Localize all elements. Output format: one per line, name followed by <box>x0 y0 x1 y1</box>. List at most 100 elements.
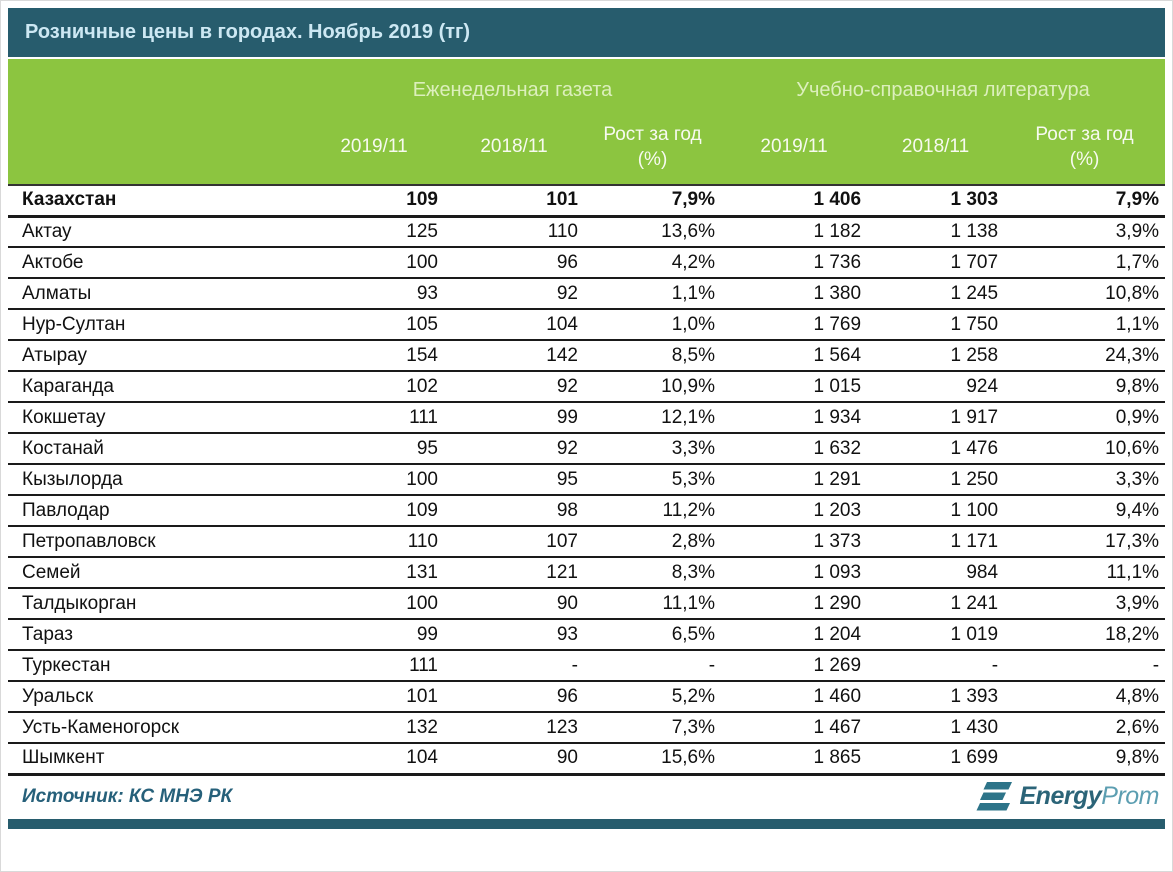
newspaper-growth-value-cell: 12,1% <box>584 402 722 434</box>
literature-growth-value-cell: 1,7% <box>1004 247 1166 279</box>
newspaper-growth-value-cell: 13,6% <box>584 216 722 248</box>
literature-2018-value-cell: 1 303 <box>867 184 1005 218</box>
newspaper-2019-value-cell: 100 <box>304 247 444 279</box>
newspaper-2019-value-cell: 109 <box>304 184 444 218</box>
literature-growth-value-cell: 7,9% <box>1004 184 1166 218</box>
literature-2019-value-cell: 1 373 <box>721 526 868 558</box>
literature-growth-value-cell: 11,1% <box>1004 557 1166 589</box>
literature-2019-value-cell: 1 290 <box>721 588 868 620</box>
literature-2018-value-cell: 1 430 <box>867 712 1005 744</box>
literature-2019-value-cell: 1 203 <box>721 495 868 527</box>
newspaper-2018-value-cell: 110 <box>444 216 584 248</box>
newspaper-2019-value-cell: 101 <box>304 681 444 713</box>
energyprom-logo: EnergyProm <box>976 781 1160 812</box>
newspaper-2019-value-cell: 109 <box>304 495 444 527</box>
table-row: Актау 125 110 13,6% 1 182 1 138 3,9% <box>8 216 1166 248</box>
newspaper-2019-value-cell: 102 <box>304 371 444 403</box>
literature-2019-value-cell: 1 182 <box>721 216 868 248</box>
city-name-cell: Костанай <box>8 433 304 465</box>
literature-growth-value-cell: 9,8% <box>1004 371 1166 403</box>
literature-growth-value-cell: 10,8% <box>1004 278 1166 310</box>
newspaper-2018-value-cell: 99 <box>444 402 584 434</box>
literature-growth-value-cell: 18,2% <box>1004 619 1166 651</box>
table-row: Атырау 154 142 8,5% 1 564 1 258 24,3% <box>8 340 1166 372</box>
newspaper-2018-value-cell: 90 <box>444 588 584 620</box>
city-name-cell: Шымкент <box>8 743 304 776</box>
city-name-cell: Атырау <box>8 340 304 372</box>
literature-2019-value-cell: 1 769 <box>721 309 868 341</box>
newspaper-2019-value-cell: 131 <box>304 557 444 589</box>
newspaper-2019-value-cell: 154 <box>304 340 444 372</box>
subheader-literature-growth: Рост за год (%) <box>1004 111 1166 185</box>
newspaper-2018-value-cell: 96 <box>444 681 584 713</box>
newspaper-2019-value-cell: 111 <box>304 402 444 434</box>
newspaper-growth-value-cell: 8,3% <box>584 557 722 589</box>
newspaper-growth-value-cell: 3,3% <box>584 433 722 465</box>
table-header: Еженедельная газета Учебно-справочная ли… <box>8 59 1166 185</box>
literature-2019-value-cell: 1 406 <box>721 184 868 218</box>
newspaper-2018-value-cell: 121 <box>444 557 584 589</box>
literature-2019-value-cell: 1 467 <box>721 712 868 744</box>
energyprom-logo-text: EnergyProm <box>1019 782 1160 810</box>
table-row: Уральск 101 96 5,2% 1 460 1 393 4,8% <box>8 681 1166 713</box>
table-row: Туркестан 111 - - 1 269 - - <box>8 650 1166 682</box>
retail-prices-table: Еженедельная газета Учебно-справочная ли… <box>8 59 1166 776</box>
city-name-cell: Кызылорда <box>8 464 304 496</box>
literature-2018-value-cell: 1 241 <box>867 588 1005 620</box>
table-row: Семей 131 121 8,3% 1 093 984 11,1% <box>8 557 1166 589</box>
subheader-literature-2018-11: 2018/11 <box>867 111 1005 185</box>
table-row: Казахстан 109 101 7,9% 1 406 1 303 7,9% <box>8 184 1166 218</box>
subheader-newspaper-growth: Рост за год (%) <box>584 111 722 185</box>
newspaper-2019-value-cell: 93 <box>304 278 444 310</box>
newspaper-growth-value-cell: 2,8% <box>584 526 722 558</box>
source-label: Источник: КС МНЭ РК <box>22 785 233 807</box>
table-row: Талдыкорган 100 90 11,1% 1 290 1 241 3,9… <box>8 588 1166 620</box>
city-name-cell: Кокшетау <box>8 402 304 434</box>
literature-2019-value-cell: 1 093 <box>721 557 868 589</box>
literature-2018-value-cell: 1 138 <box>867 216 1005 248</box>
literature-growth-value-cell: 17,3% <box>1004 526 1166 558</box>
newspaper-2018-value-cell: 104 <box>444 309 584 341</box>
literature-2018-value-cell: 1 917 <box>867 402 1005 434</box>
literature-2019-value-cell: 1 269 <box>721 650 868 682</box>
literature-growth-value-cell: 9,4% <box>1004 495 1166 527</box>
literature-2018-value-cell: 1 171 <box>867 526 1005 558</box>
newspaper-2019-value-cell: 100 <box>304 464 444 496</box>
city-name-cell: Нур-Султан <box>8 309 304 341</box>
group-header-weekly-newspaper: Еженедельная газета <box>304 59 722 111</box>
literature-growth-value-cell: 9,8% <box>1004 743 1166 776</box>
literature-growth-value-cell: 2,6% <box>1004 712 1166 744</box>
literature-2018-value-cell: - <box>867 650 1005 682</box>
newspaper-2019-value-cell: 132 <box>304 712 444 744</box>
table-title: Розничные цены в городах. Ноябрь 2019 (т… <box>8 8 1165 57</box>
city-name-cell: Усть-Каменогорск <box>8 712 304 744</box>
newspaper-growth-value-cell: 11,1% <box>584 588 722 620</box>
table-row: Павлодар 109 98 11,2% 1 203 1 100 9,4% <box>8 495 1166 527</box>
table-row: Петропавловск 110 107 2,8% 1 373 1 171 1… <box>8 526 1166 558</box>
newspaper-2018-value-cell: 96 <box>444 247 584 279</box>
newspaper-2019-value-cell: 111 <box>304 650 444 682</box>
energyprom-logo-icon <box>976 782 1012 811</box>
literature-2018-value-cell: 1 699 <box>867 743 1005 776</box>
literature-2018-value-cell: 1 245 <box>867 278 1005 310</box>
newspaper-growth-value-cell: 15,6% <box>584 743 722 776</box>
table-row: Нур-Султан 105 104 1,0% 1 769 1 750 1,1% <box>8 309 1166 341</box>
table-row: Кокшетау 111 99 12,1% 1 934 1 917 0,9% <box>8 402 1166 434</box>
literature-2018-value-cell: 1 393 <box>867 681 1005 713</box>
literature-2018-value-cell: 1 750 <box>867 309 1005 341</box>
city-name-cell: Алматы <box>8 278 304 310</box>
city-name-cell: Тараз <box>8 619 304 651</box>
newspaper-2018-value-cell: 90 <box>444 743 584 776</box>
literature-2018-value-cell: 1 707 <box>867 247 1005 279</box>
literature-growth-value-cell: 4,8% <box>1004 681 1166 713</box>
subheader-newspaper-2018-11: 2018/11 <box>444 111 584 185</box>
table-row: Алматы 93 92 1,1% 1 380 1 245 10,8% <box>8 278 1166 310</box>
literature-growth-value-cell: 3,3% <box>1004 464 1166 496</box>
subheader-literature-2019-11: 2019/11 <box>721 111 868 185</box>
literature-growth-value-cell: 3,9% <box>1004 588 1166 620</box>
city-name-cell: Туркестан <box>8 650 304 682</box>
literature-2019-value-cell: 1 632 <box>721 433 868 465</box>
literature-2019-value-cell: 1 934 <box>721 402 868 434</box>
newspaper-growth-value-cell: 1,1% <box>584 278 722 310</box>
literature-2018-value-cell: 1 476 <box>867 433 1005 465</box>
